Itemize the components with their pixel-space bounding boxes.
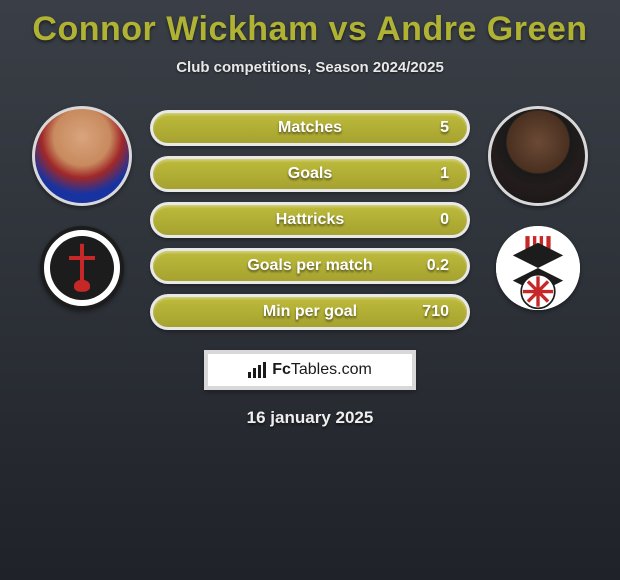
stats-bars: Matches 5 Goals 1 Hattricks 0 Goals per … <box>150 110 470 330</box>
stat-label: Hattricks <box>276 211 344 229</box>
bar-chart-icon <box>248 362 266 378</box>
stat-value: 5 <box>440 119 449 137</box>
stat-value: 0 <box>440 211 449 229</box>
sword-icon <box>80 244 84 288</box>
fctables-logo[interactable]: FcTables.com <box>204 350 416 390</box>
stat-value: 710 <box>422 303 449 321</box>
stat-bar: Hattricks 0 <box>150 202 470 238</box>
page-title: Connor Wickham vs Andre Green <box>0 0 620 49</box>
subtitle: Club competitions, Season 2024/2025 <box>0 59 620 76</box>
date-label: 16 january 2025 <box>0 408 620 428</box>
player-left-avatar <box>32 106 132 206</box>
stat-label: Matches <box>278 119 342 137</box>
sword-hilt-icon <box>69 256 95 260</box>
player-right-avatar <box>488 106 588 206</box>
player-right-club-badge <box>496 226 580 310</box>
stat-bar: Matches 5 <box>150 110 470 146</box>
stat-label: Min per goal <box>263 303 357 321</box>
stat-value: 0.2 <box>427 257 449 275</box>
comparison-panel: Matches 5 Goals 1 Hattricks 0 Goals per … <box>0 106 620 330</box>
stat-bar: Goals per match 0.2 <box>150 248 470 284</box>
logo-text: FcTables.com <box>272 361 372 379</box>
right-side <box>488 106 588 310</box>
player-left-club-badge <box>40 226 124 310</box>
rotherham-badge-icon <box>496 226 580 310</box>
left-side <box>32 106 132 310</box>
stat-label: Goals <box>288 165 332 183</box>
stat-bar: Min per goal 710 <box>150 294 470 330</box>
stat-bar: Goals 1 <box>150 156 470 192</box>
stat-label: Goals per match <box>247 257 372 275</box>
stat-value: 1 <box>440 165 449 183</box>
